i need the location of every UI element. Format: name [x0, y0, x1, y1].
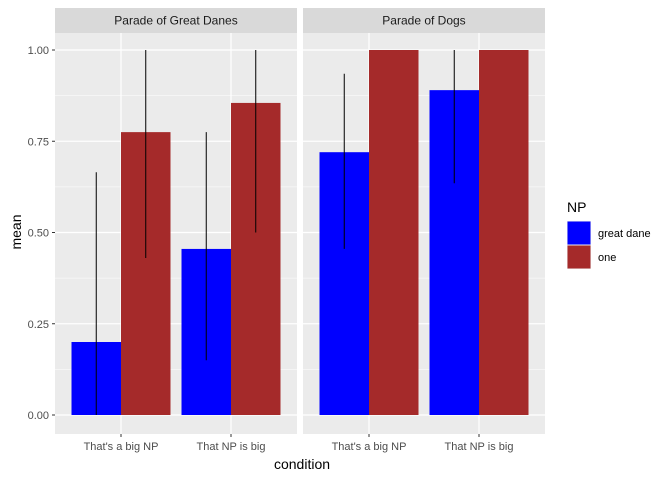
- facet-strip: [303, 8, 545, 33]
- y-axis: 0.00 0.25 0.50 0.75 1.00: [28, 45, 55, 422]
- x-axis-title: condition: [274, 456, 330, 472]
- x-axis: That's a big NP That NP is big That's a bi…: [84, 434, 514, 453]
- x-tick-label: That's a big NP: [332, 441, 407, 453]
- legend-swatch: [567, 245, 591, 269]
- legend-title: NP: [567, 199, 586, 215]
- bar: [479, 50, 529, 415]
- x-tick-label: That NP is big: [197, 441, 266, 453]
- y-tick-label: 0.50: [28, 228, 49, 240]
- legend-label: one: [598, 252, 616, 264]
- legend: NP great dane one: [567, 199, 651, 269]
- facet-title: Parade of Dogs: [382, 14, 465, 28]
- facet-title: Parade of Great Danes: [114, 14, 237, 28]
- y-tick-label: 0.75: [28, 136, 49, 148]
- bar: [369, 50, 419, 415]
- legend-label: great dane: [598, 228, 651, 240]
- facet-panels: Parade of Great Danes Parade of Dogs: [55, 8, 545, 434]
- facet-panel: Parade of Dogs: [303, 8, 545, 434]
- x-tick-label: That NP is big: [445, 441, 514, 453]
- legend-swatch: [567, 221, 591, 245]
- y-tick-label: 0.25: [28, 319, 49, 331]
- x-tick-label: That's a big NP: [84, 441, 159, 453]
- y-axis-title: mean: [8, 214, 24, 249]
- y-tick-label: 1.00: [28, 45, 49, 57]
- facet-panel: Parade of Great Danes: [55, 8, 297, 434]
- facet-strip: [55, 8, 297, 33]
- y-tick-label: 0.00: [28, 410, 49, 422]
